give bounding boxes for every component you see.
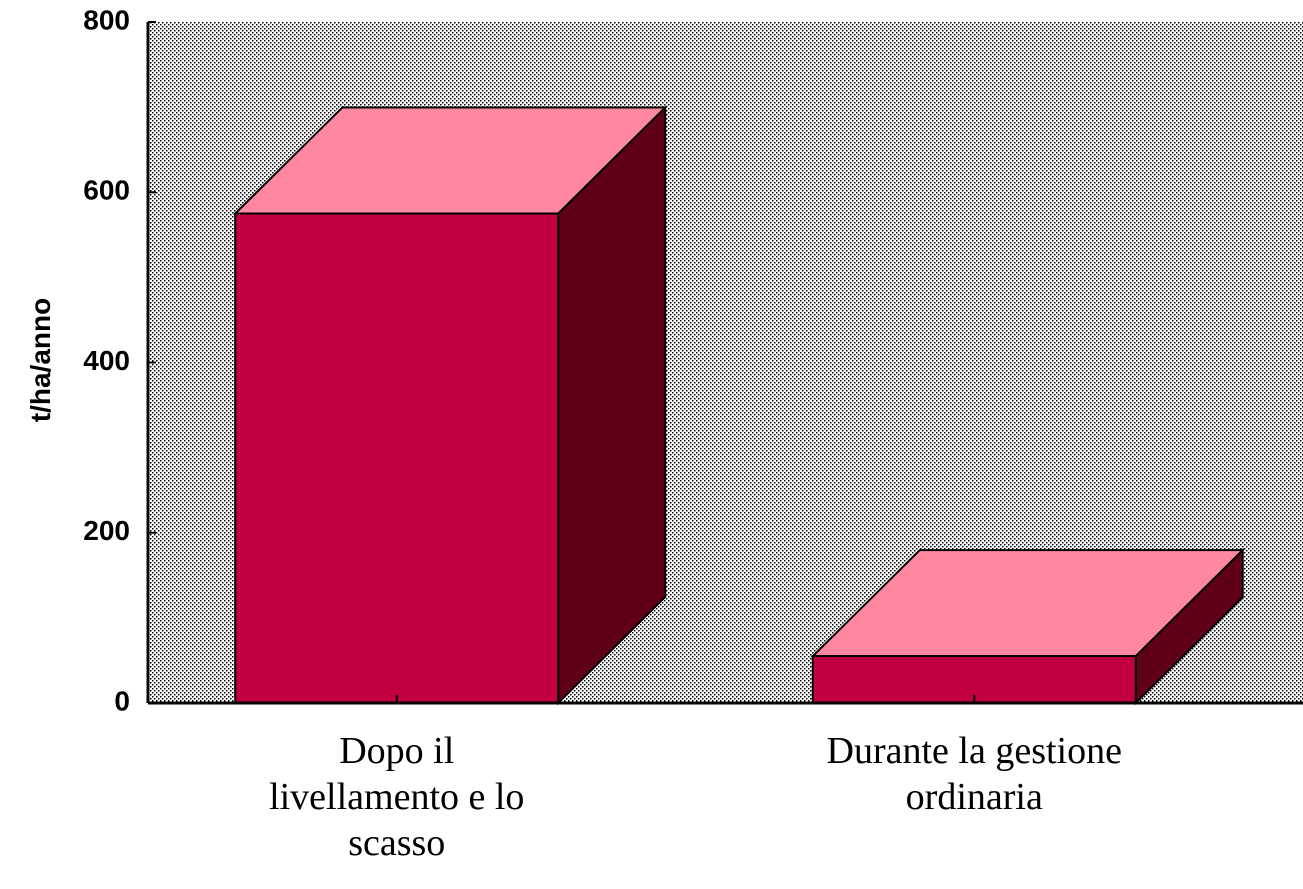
y-tick-label: 800 [83,4,130,35]
bar [232,105,668,706]
bar-front [234,212,560,704]
bar-side [557,105,667,706]
x-tick-label: Durante la gestione ordinaria [826,730,1122,818]
y-tick-label: 200 [83,515,130,546]
x-tick-label: Dopo il livellamento e lo scasso [269,730,525,864]
bar [810,547,1246,706]
y-tick-label: 0 [114,685,130,716]
y-axis-label: t/ha/anno [25,298,56,422]
y-tick-label: 400 [83,345,130,376]
y-tick-label: 600 [83,175,130,206]
